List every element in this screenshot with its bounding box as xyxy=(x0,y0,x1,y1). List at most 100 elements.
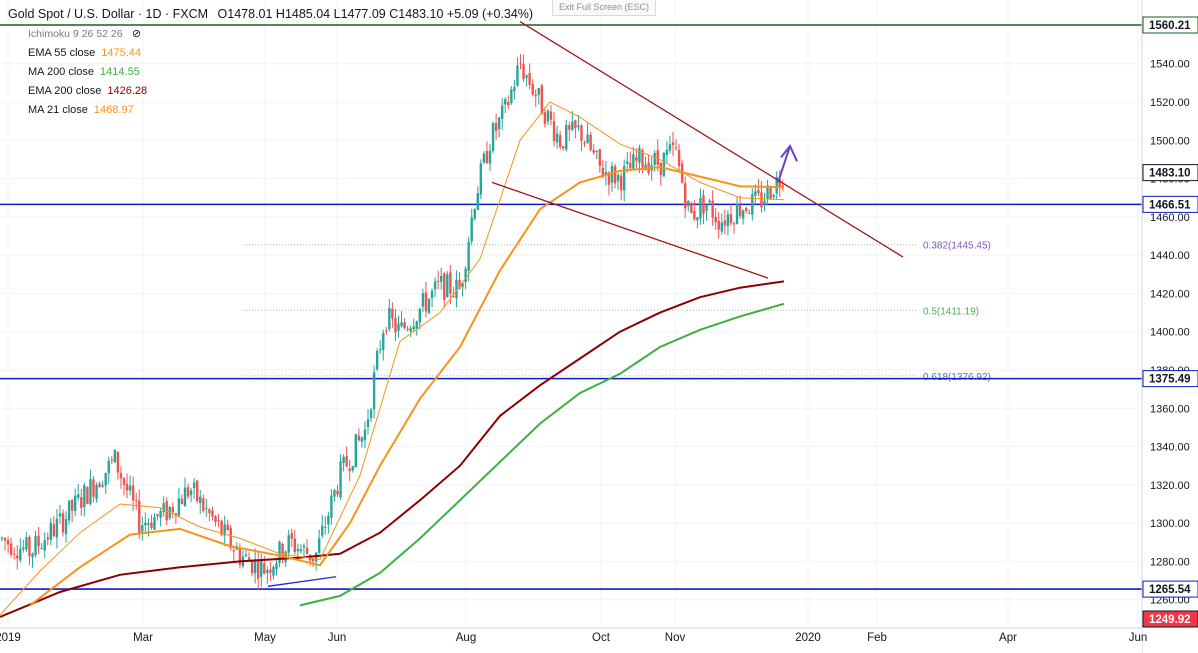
indicator-row[interactable]: MA 21 close 1468.97 xyxy=(8,100,533,119)
candle-body xyxy=(644,164,647,171)
indicator-row[interactable]: MA 200 close 1414.55 xyxy=(8,62,533,81)
price-label-bg xyxy=(1142,610,1198,628)
eye-hidden-icon[interactable]: ⊘ xyxy=(131,28,142,40)
breakout-arrow-icon xyxy=(777,144,798,183)
price-label-box: 1466.51 xyxy=(1142,195,1198,213)
candle-body xyxy=(525,75,528,78)
candle-body xyxy=(153,516,156,530)
candle-body xyxy=(232,550,235,552)
indicator-value: 1475.44 xyxy=(101,47,142,59)
candle-body xyxy=(339,461,342,498)
candle-body xyxy=(549,111,553,120)
candle-body xyxy=(552,121,556,142)
symbol-title[interactable]: Gold Spot / U.S. Dollar · 1D · FXCM xyxy=(8,7,209,21)
candle-body xyxy=(369,409,373,419)
candle-body xyxy=(589,134,592,150)
candle-body xyxy=(705,204,708,211)
candle-body xyxy=(543,112,547,125)
price-label-box: 1265.54 xyxy=(1142,580,1198,598)
candle-body xyxy=(586,134,589,144)
trend-line xyxy=(519,21,904,258)
candle-body xyxy=(699,197,702,219)
candle-body xyxy=(263,563,266,574)
candle-body xyxy=(22,547,25,550)
candle-body xyxy=(34,536,37,555)
time-axis-tick: Apr xyxy=(999,632,1017,644)
candle-body xyxy=(677,150,681,166)
candle-body xyxy=(107,460,110,474)
candle-body xyxy=(568,125,571,130)
time-axis xyxy=(0,628,1142,653)
candle-body xyxy=(418,308,422,323)
time-axis-tick: 2020 xyxy=(795,632,821,644)
candle-body xyxy=(199,496,202,504)
candle-body xyxy=(287,535,290,553)
candle-body xyxy=(278,541,281,564)
candle-body xyxy=(400,322,403,327)
candle-body xyxy=(674,147,678,149)
candle-body xyxy=(491,123,495,151)
candle-body xyxy=(458,279,461,289)
candle-body xyxy=(507,101,510,106)
indicator-value: 1468.97 xyxy=(93,104,134,116)
candle-body xyxy=(449,272,452,294)
candle-body xyxy=(186,487,190,497)
price-axis-tick: 1540.00 xyxy=(1150,59,1190,71)
price-label-text: 1466.51 xyxy=(1149,199,1191,211)
candle-body xyxy=(257,561,260,579)
indicator-row[interactable]: EMA 55 close 1475.44 xyxy=(8,43,533,62)
candle-body xyxy=(732,223,736,225)
candle-body xyxy=(211,510,214,517)
indicator-label: MA 200 close xyxy=(28,66,95,78)
candle-body xyxy=(427,298,431,313)
candle-body xyxy=(202,498,205,511)
candle-body xyxy=(281,544,284,560)
candle-body xyxy=(174,513,178,516)
candle-body xyxy=(205,508,208,510)
candle-body xyxy=(476,193,479,210)
price-label-bg xyxy=(1142,195,1198,213)
candle-body xyxy=(321,525,324,536)
candle-body xyxy=(696,217,699,221)
candle-body xyxy=(687,200,690,207)
candle-body xyxy=(638,147,641,163)
candle-body xyxy=(119,472,123,479)
candle-body xyxy=(433,281,437,290)
indicator-label: EMA 55 close xyxy=(28,47,96,59)
ichimoku-row[interactable]: Ichimoku 9 26 52 26 ⊘ xyxy=(8,24,533,43)
candle-body xyxy=(67,500,71,521)
price-label-bg xyxy=(1142,164,1198,182)
candle-body xyxy=(607,172,611,185)
candle-body xyxy=(385,330,388,332)
time-axis-tick: May xyxy=(254,632,276,644)
candle-body xyxy=(629,162,632,169)
candle-body xyxy=(601,167,605,177)
price-label-box: 1560.21 xyxy=(1142,16,1198,34)
candle-body xyxy=(220,520,223,535)
candle-body xyxy=(269,569,272,573)
candle-body xyxy=(610,166,614,183)
price-label-box: 1375.49 xyxy=(1142,370,1198,388)
candle-body xyxy=(327,515,330,525)
candle-body xyxy=(464,268,467,283)
candle-body xyxy=(192,482,196,489)
candle-body xyxy=(641,149,644,168)
candle-body xyxy=(723,220,727,226)
candle-body xyxy=(357,435,361,441)
candle-body xyxy=(494,123,498,131)
candle-body xyxy=(684,183,687,209)
indicator-row[interactable]: EMA 200 close 1426.28 xyxy=(8,81,533,100)
candle-body xyxy=(189,490,193,496)
price-label-text: 1560.21 xyxy=(1149,20,1191,32)
candle-body xyxy=(61,513,65,533)
candle-body xyxy=(665,149,669,155)
candle-body xyxy=(128,485,132,491)
candle-body xyxy=(113,449,117,463)
candle-body xyxy=(171,507,174,513)
candle-body xyxy=(217,520,220,522)
candle-body xyxy=(766,185,769,200)
price-axis-tick: 1340.00 xyxy=(1150,442,1190,454)
candle-body xyxy=(461,283,464,288)
exit-fullscreen-button[interactable]: Exit Full Screen (ESC) xyxy=(552,0,657,16)
